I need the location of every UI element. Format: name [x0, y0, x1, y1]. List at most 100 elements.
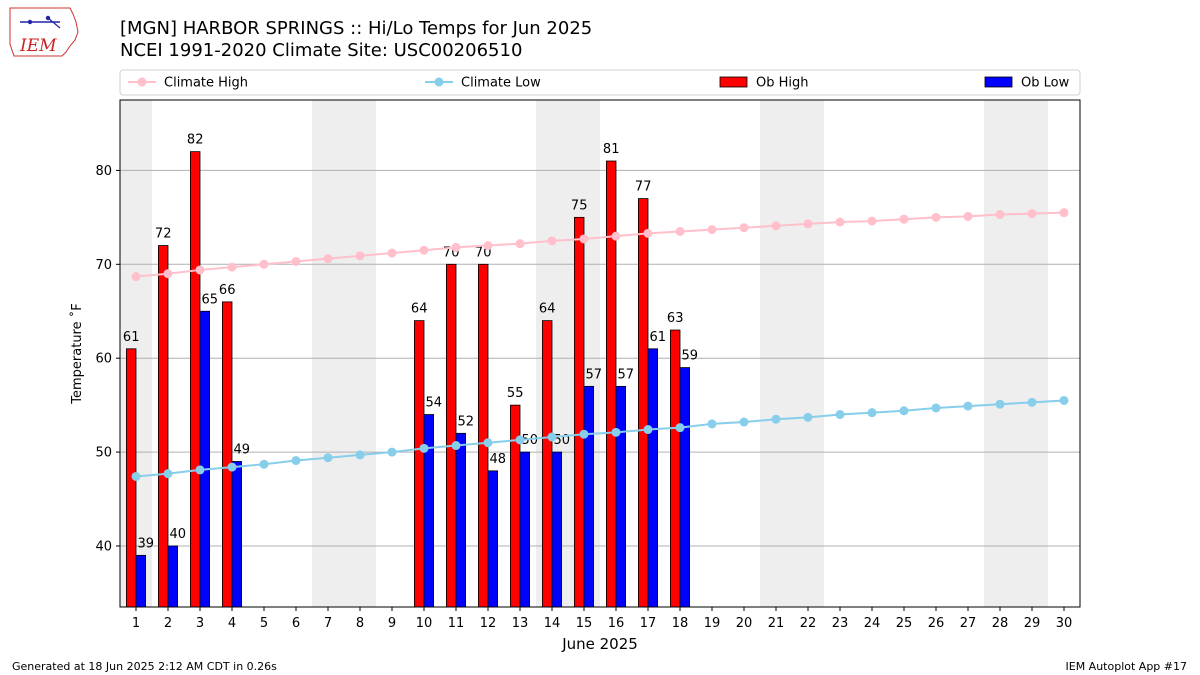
x-tick-label: 10 [416, 616, 433, 631]
climate-high-point [355, 251, 365, 261]
climate-high-point [579, 234, 589, 244]
climate-high-point [131, 272, 141, 282]
climate-high-point [195, 265, 205, 275]
climate-high-point [611, 231, 621, 241]
ob-high-bar [413, 320, 425, 608]
legend-label-ob-high: Ob High [756, 76, 809, 91]
ob-high-label: 81 [603, 142, 620, 157]
climate-high-point [963, 211, 973, 221]
legend-swatch-ob-low [984, 76, 1013, 88]
ob-low-bar [615, 385, 627, 608]
climate-low-point [419, 443, 429, 453]
climate-high-point [803, 219, 813, 229]
climate-low-point [227, 462, 237, 472]
ob-high-bar [574, 216, 585, 608]
ob-low-label: 52 [458, 414, 475, 429]
x-tick-label: 29 [1024, 616, 1041, 631]
app-footer: IEM Autoplot App #17 [1065, 660, 1188, 673]
ob-low-label: 48 [490, 452, 507, 467]
x-tick-label: 1 [132, 616, 140, 631]
y-tick-label: 80 [95, 164, 112, 179]
climate-high-point [227, 262, 237, 272]
climate-high-point [451, 242, 461, 252]
x-tick-label: 12 [480, 616, 497, 631]
ob-low-label: 39 [138, 536, 155, 551]
climate-low-point [995, 399, 1005, 409]
ob-high-bar [221, 301, 233, 608]
x-tick-label: 18 [672, 616, 689, 631]
x-tick-label: 19 [704, 616, 721, 631]
climate-low-point [323, 453, 333, 463]
generated-footer: Generated at 18 Jun 2025 2:12 AM CDT in … [12, 660, 277, 673]
climate-high-point [739, 223, 749, 233]
ob-low-bar [231, 461, 243, 608]
ob-high-label: 72 [155, 227, 172, 242]
ob-low-label: 49 [234, 442, 251, 457]
climate-high-point [899, 214, 909, 224]
ob-high-label: 64 [539, 302, 556, 317]
x-tick-label: 26 [928, 616, 945, 631]
ob-low-bar [519, 451, 531, 608]
x-tick-label: 17 [640, 616, 657, 631]
climate-low-point [131, 471, 141, 481]
climate-high-point [323, 254, 333, 264]
iem-logo: IEM [9, 7, 79, 57]
climate-high-point [1059, 208, 1069, 218]
x-tick-label: 9 [388, 616, 396, 631]
legend-marker-climate-low [434, 77, 444, 87]
x-tick-label: 5 [260, 616, 268, 631]
legend-swatch-ob-high [719, 76, 748, 88]
climate-high-point [643, 228, 653, 238]
legend-box [119, 69, 1081, 96]
climate-low-point [163, 469, 173, 479]
climate-low-point [515, 435, 525, 445]
ob-high-label: 75 [571, 198, 588, 213]
climate-low-point [387, 447, 397, 457]
x-tick-label: 14 [544, 616, 561, 631]
climate-high-point [515, 239, 525, 249]
climate-high-point [835, 217, 845, 227]
climate-high-point [163, 269, 173, 279]
climate-high-point [995, 210, 1005, 220]
x-tick-label: 7 [324, 616, 332, 631]
x-tick-label: 27 [960, 616, 977, 631]
x-tick-label: 2 [164, 616, 172, 631]
climate-high-point [259, 259, 269, 269]
climate-high-point [419, 245, 429, 255]
climate-low-point [1027, 397, 1037, 407]
climate-low-line [135, 399, 1065, 478]
legend-label-climate-high: Climate High [164, 76, 248, 91]
x-tick-label: 11 [448, 616, 465, 631]
x-tick-label: 23 [832, 616, 849, 631]
climate-high-line [135, 211, 1065, 278]
x-tick-label: 4 [228, 616, 236, 631]
chart-title: [MGN] HARBOR SPRINGS :: Hi/Lo Temps for … [120, 18, 593, 39]
x-tick-label: 3 [196, 616, 204, 631]
ob-low-bar [167, 545, 179, 608]
ob-low-label: 65 [202, 292, 219, 307]
ob-low-label: 57 [586, 367, 603, 382]
legend-marker-climate-high [137, 77, 147, 87]
x-tick-label: 15 [576, 616, 593, 631]
ob-low-bar [679, 367, 691, 608]
ob-low-bar [647, 348, 659, 608]
climate-low-point [835, 410, 845, 420]
ob-high-bar [189, 151, 201, 608]
ob-high-label: 61 [123, 330, 140, 345]
x-tick-label: 6 [292, 616, 300, 631]
ob-high-label: 77 [635, 180, 652, 195]
ob-low-bar [487, 470, 499, 608]
ob-low-bar [583, 385, 595, 608]
climate-low-point [451, 441, 461, 451]
climate-low-point [803, 412, 813, 422]
climate-high-point [547, 236, 557, 246]
x-tick-label: 24 [864, 616, 881, 631]
climate-high-point [771, 221, 781, 231]
climate-high-point [931, 212, 941, 222]
climate-low-point [739, 417, 749, 427]
ob-high-bar [638, 198, 649, 608]
ob-low-label: 57 [618, 367, 635, 382]
climate-low-point [547, 432, 557, 442]
y-tick-label: 70 [95, 258, 112, 273]
ob-low-label: 40 [170, 527, 187, 542]
